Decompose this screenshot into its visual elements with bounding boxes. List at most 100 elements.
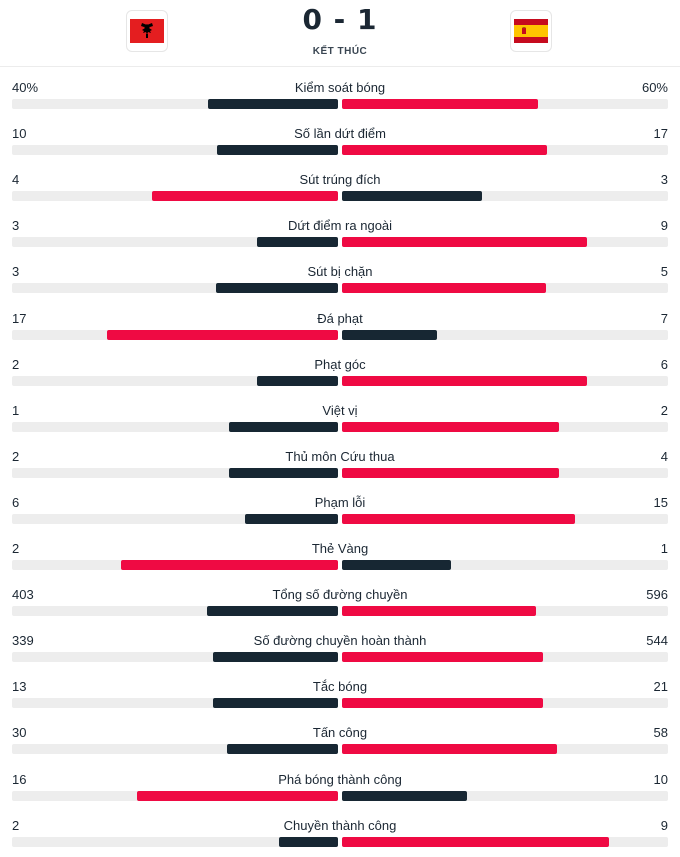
away-stat-bar-track: [342, 237, 668, 247]
home-stat-bar-track: [12, 468, 338, 478]
stat-label: Số lần dứt điểm: [294, 126, 386, 141]
home-stat-bar-track: [12, 652, 338, 662]
away-stat-bar-track: [342, 422, 668, 432]
away-stat-bar-track: [342, 606, 668, 616]
home-stat-bar: [120, 560, 338, 570]
stat-row: 3 Sút bị chặn 5: [0, 257, 680, 303]
stat-row: 17 Đá phạt 7: [0, 304, 680, 350]
stat-label: Tắc bóng: [312, 679, 368, 694]
home-stat-bar-track: [12, 606, 338, 616]
home-stat-value: 4: [12, 172, 20, 187]
away-stat-bar-track: [342, 791, 668, 801]
home-stat-bar: [137, 791, 338, 801]
away-stat-bar: [342, 422, 560, 432]
home-stat-bar: [256, 376, 338, 386]
home-stat-value: 1: [12, 403, 20, 418]
away-stat-bar: [342, 237, 587, 247]
stat-label: Tổng số đường chuyền: [272, 587, 408, 602]
away-stat-bar: [342, 744, 557, 754]
away-stat-value: 7: [660, 311, 668, 326]
spain-flag-icon: [514, 19, 548, 43]
home-stat-bar: [207, 99, 338, 109]
home-stat-bar: [212, 652, 338, 662]
away-stat-value: 4: [660, 449, 668, 464]
away-stat-bar-track: [342, 191, 668, 201]
away-stat-bar-track: [342, 698, 668, 708]
home-stat-bar: [217, 145, 338, 155]
away-stat-bar: [342, 698, 544, 708]
stat-label: Đá phạt: [317, 311, 363, 326]
away-stat-bar: [342, 791, 468, 801]
away-stat-bar: [342, 330, 438, 340]
stat-label: Thẻ Vàng: [311, 541, 369, 556]
stat-label: Tấn công: [312, 725, 368, 740]
home-stat-bar: [226, 744, 338, 754]
away-stat-bar: [342, 652, 543, 662]
home-stat-bar: [244, 514, 338, 524]
away-stat-value: 58: [653, 725, 668, 740]
away-stat-bar: [342, 468, 560, 478]
home-stat-bar: [229, 422, 338, 432]
home-stat-bar-track: [12, 237, 338, 247]
stat-row: 30 Tấn công 58: [0, 718, 680, 764]
stat-row: 2 Thẻ Vàng 1: [0, 534, 680, 580]
home-stat-bar-track: [12, 837, 338, 847]
away-stat-value: 9: [660, 818, 668, 833]
home-stat-bar-track: [12, 698, 338, 708]
stat-label: Thủ môn Cứu thua: [285, 449, 395, 464]
away-team-flag[interactable]: [510, 10, 552, 52]
away-stat-value: 596: [646, 587, 668, 602]
away-stat-bar: [342, 283, 546, 293]
home-stat-value: 30: [12, 725, 27, 740]
stat-label: Sút trúng đích: [299, 172, 381, 187]
away-stat-bar: [342, 606, 537, 616]
stat-row: 403 Tổng số đường chuyền 596: [0, 580, 680, 626]
stat-label: Số đường chuyền hoàn thành: [253, 633, 427, 648]
stat-label: Sút bị chặn: [307, 264, 373, 279]
home-stat-bar: [213, 698, 338, 708]
albania-flag-icon: [130, 19, 164, 43]
home-stat-bar: [107, 330, 338, 340]
stat-row: 1 Việt vị 2: [0, 396, 680, 442]
home-team-flag[interactable]: [126, 10, 168, 52]
away-stat-bar: [342, 145, 548, 155]
away-stat-value: 6: [660, 357, 668, 372]
away-stat-bar-track: [342, 376, 668, 386]
away-stat-bar: [342, 837, 609, 847]
home-stat-bar-track: [12, 283, 338, 293]
match-score: 0 - 1: [302, 3, 378, 36]
away-stat-bar-track: [342, 837, 668, 847]
stat-label: Việt vị: [322, 403, 358, 418]
home-stat-value: 339: [12, 633, 34, 648]
away-stat-bar-track: [342, 468, 668, 478]
home-stat-bar-track: [12, 191, 338, 201]
away-stat-value: 5: [660, 264, 668, 279]
away-stat-value: 2: [660, 403, 668, 418]
away-stat-bar-track: [342, 99, 668, 109]
home-stat-value: 17: [12, 311, 27, 326]
home-stat-value: 13: [12, 679, 27, 694]
stat-row: 10 Số lần dứt điểm 17: [0, 119, 680, 165]
stat-row: 339 Số đường chuyền hoàn thành 544: [0, 626, 680, 672]
match-status: KẾT THÚC: [312, 46, 368, 57]
away-stat-value: 21: [653, 679, 668, 694]
stat-row: 16 Phá bóng thành công 10: [0, 765, 680, 811]
home-stat-value: 16: [12, 772, 27, 787]
home-stat-bar-track: [12, 744, 338, 754]
stat-row: 3 Dứt điểm ra ngoài 9: [0, 211, 680, 257]
stat-row: 2 Chuyền thành công 9: [0, 811, 680, 857]
home-stat-value: 2: [12, 818, 20, 833]
away-stat-bar: [342, 191, 482, 201]
match-header: 0 - 1 KẾT THÚC: [0, 0, 680, 67]
away-stat-bar-track: [342, 744, 668, 754]
away-stat-bar-track: [342, 145, 668, 155]
home-stat-value: 2: [12, 357, 20, 372]
away-stat-bar: [342, 99, 538, 109]
away-stat-bar-track: [342, 560, 668, 570]
home-stat-bar: [256, 237, 338, 247]
home-stat-bar-track: [12, 422, 338, 432]
home-stat-bar-track: [12, 376, 338, 386]
home-stat-value: 3: [12, 264, 20, 279]
home-stat-bar: [206, 606, 338, 616]
home-stat-bar-track: [12, 99, 338, 109]
